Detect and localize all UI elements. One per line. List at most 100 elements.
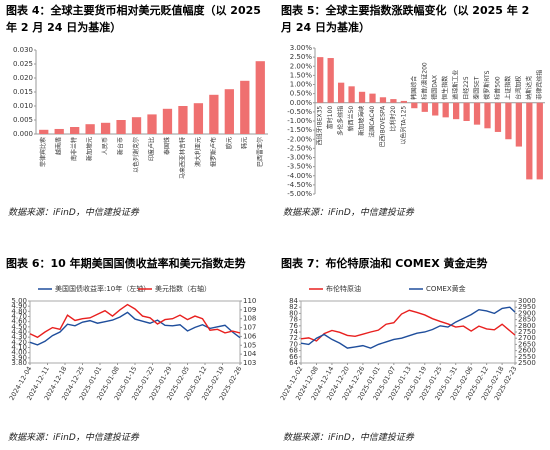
y2-tick-label: 108 xyxy=(243,315,256,323)
plot-frame xyxy=(29,300,241,364)
bar xyxy=(390,99,397,103)
y2-tick-label: 104 xyxy=(243,350,257,358)
y-tick-label: -3.50% xyxy=(287,163,312,171)
y-tick-label: 82 xyxy=(289,303,298,311)
x-tick-label: 道琼斯工业 xyxy=(452,70,460,100)
y-tick-label: 0.020 xyxy=(13,74,33,82)
y-tick-label: 3.80 xyxy=(11,359,27,367)
y2-tick-label: 2900 xyxy=(518,309,536,317)
y2-tick-label: 3000 xyxy=(518,297,536,305)
bar xyxy=(421,102,428,112)
x-tick-label: 澳大利亚元 xyxy=(194,137,202,167)
y-tick-label: -4.00% xyxy=(287,172,312,180)
x-tick-label: 人民币 xyxy=(102,137,109,155)
y-tick-label: 4.00 xyxy=(11,349,27,357)
y2-tick-label: 110 xyxy=(243,297,256,305)
bar xyxy=(54,128,64,134)
x-tick-label: 以色列谢克尔 xyxy=(132,137,140,173)
bar xyxy=(442,102,449,118)
y-tick-label: 70 xyxy=(289,340,298,348)
x-tick-label: 南非兰特 xyxy=(70,137,78,161)
x-tick-label: 巴西IBOVESPA xyxy=(379,105,386,147)
bar xyxy=(453,102,460,120)
legend-label: COMEX黄金 xyxy=(426,284,466,293)
source-note: 数据来源：iFinD，中信建投证券 xyxy=(8,433,139,443)
y2-tick-label: 103 xyxy=(243,359,256,367)
x-tick-label: 上证指数 xyxy=(504,76,512,100)
y-tick-label: 0.50% xyxy=(290,90,313,98)
y-tick-label: 0.000 xyxy=(13,130,33,138)
x-tick-label: 新西兰50 xyxy=(347,106,355,132)
y-tick-label: 4.50 xyxy=(11,323,27,331)
x-tick-label: 标普/澳证200 xyxy=(420,62,428,100)
source-note: 数据来源：iFinD，中信建投证券 xyxy=(283,433,414,443)
x-tick-label: 菲律宾综指 xyxy=(535,70,543,100)
bar xyxy=(494,102,502,132)
y-tick-label: -5.00% xyxy=(287,190,312,198)
y-tick-label: 1.50% xyxy=(290,71,313,79)
bar xyxy=(369,93,376,103)
source-note: 数据来源：iFinD，中信建投证券 xyxy=(8,208,139,218)
y2-tick-label: 105 xyxy=(243,341,256,349)
x-tick-label: 多伦多综指 xyxy=(337,106,345,136)
y-tick-label: 4.20 xyxy=(11,338,27,346)
y2-tick-label: 2650 xyxy=(518,340,536,348)
y-tick-label: 4.10 xyxy=(11,344,27,352)
y-tick-label: 4.90 xyxy=(11,302,27,310)
y-tick-label: 2.00% xyxy=(290,62,313,70)
bar xyxy=(379,97,387,103)
x-tick-label: 纳斯达克 xyxy=(525,76,533,100)
x-tick-label: 日经225 xyxy=(462,76,470,100)
y-tick-label: 0.015 xyxy=(13,88,33,96)
chart: 0.000 0.005 0.010 0.015 0.020 0.025 0.030 菲律宾比索… xyxy=(13,46,268,179)
series-line xyxy=(300,309,516,342)
x-tick-label: 韩国综合 xyxy=(410,76,418,100)
y-tick-label: 0.025 xyxy=(13,60,33,68)
y-tick-label: 0.005 xyxy=(13,116,33,124)
x-tick-label: 法国CAC40 xyxy=(368,106,376,138)
x-tick-label: 西班牙IBEX35 xyxy=(316,106,324,146)
y-tick-label: -2.00% xyxy=(287,135,312,143)
bar xyxy=(224,89,234,134)
x-tick-label: 欧元 xyxy=(225,137,233,149)
x-tick-label: 以色列TA-125 xyxy=(399,106,407,145)
x-tick-label: 新加坡海峡 xyxy=(358,106,366,136)
bar xyxy=(348,86,355,103)
source-note: 数据来源：iFinD，中信建投证券 xyxy=(283,208,414,218)
y-tick-label: -4.50% xyxy=(287,181,312,189)
x-tick-label: 越南盾 xyxy=(55,137,63,155)
bar xyxy=(536,102,543,180)
y-tick-label: 4.30 xyxy=(11,333,27,341)
x-tick-label: 德国DAX xyxy=(431,75,439,100)
y-tick-label: -1.00% xyxy=(287,117,312,125)
bar xyxy=(505,102,512,140)
y-tick-label: 3.90 xyxy=(11,354,27,362)
bar xyxy=(473,102,481,125)
x-tick-label: 菲律宾比索 xyxy=(39,137,47,167)
legend-label: 布伦特原油 xyxy=(326,284,361,293)
panel-title: 图表 7：布伦特原油和 COMEX 黄金走势 xyxy=(281,257,488,270)
legend-label: 美国国债收益率:10年（左轴） xyxy=(55,284,150,293)
bar xyxy=(85,124,95,134)
bar xyxy=(411,102,418,109)
x-tick-label: 恒生指数 xyxy=(441,76,449,100)
x-tick-label: 比利时20 xyxy=(389,106,397,132)
bar xyxy=(358,91,366,103)
bar xyxy=(178,106,188,134)
bar xyxy=(240,80,250,134)
bar xyxy=(193,103,204,134)
bar xyxy=(463,102,470,121)
bar xyxy=(147,114,157,134)
bar xyxy=(162,108,173,134)
bar xyxy=(116,120,126,134)
chart: 3.803.904.004.104.204.304.404.504.604.70… xyxy=(8,284,257,402)
x-tick-label: 印度卢比 xyxy=(148,137,156,161)
y2-tick-label: 2700 xyxy=(518,334,536,342)
series-line xyxy=(300,306,516,349)
y-tick-label: 0.00% xyxy=(290,99,313,107)
y2-tick-label: 109 xyxy=(243,306,256,314)
x-tick-label: 泰国SET xyxy=(473,76,481,100)
bar xyxy=(432,102,439,116)
y-tick-label: -2.50% xyxy=(287,144,312,152)
y2-tick-label: 106 xyxy=(243,332,257,340)
